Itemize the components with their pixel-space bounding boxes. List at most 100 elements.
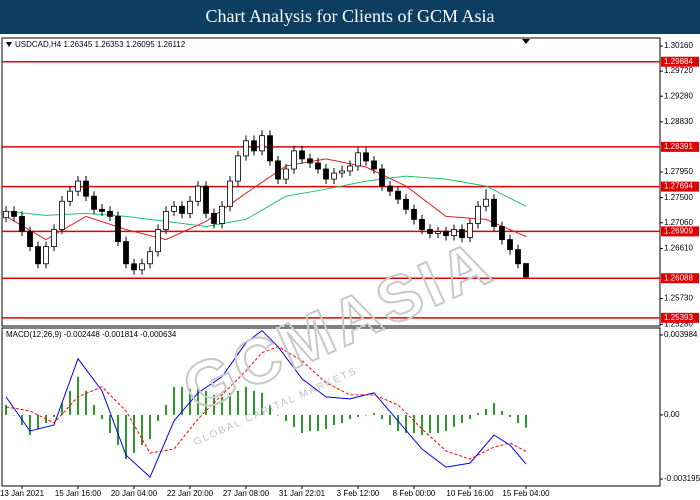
- macd-histogram-bar: [373, 412, 375, 415]
- level-label: 1.27694: [664, 182, 693, 191]
- macd-histogram-bar: [277, 414, 279, 416]
- macd-label: MACD(12,26,9) -0.002448 -0.001814 -0.000…: [6, 330, 177, 339]
- y-tick-label: 1.26610: [664, 244, 693, 253]
- y-tick-label: 1.27950: [664, 167, 693, 176]
- macd-histogram-bar: [477, 412, 479, 415]
- level-label: 1.28391: [664, 142, 693, 151]
- macd-histogram-bar: [125, 414, 127, 460]
- candle-body: [75, 180, 81, 192]
- symbol-arrow: [6, 42, 12, 47]
- macd-y-tick-label: 0.003984: [664, 330, 698, 339]
- candle-body: [91, 195, 97, 210]
- candle-body: [35, 246, 41, 265]
- macd-main-line: [5, 329, 527, 479]
- level-label-box: [661, 181, 699, 192]
- candle-body: [259, 135, 265, 152]
- candle-body: [67, 190, 73, 202]
- level-label-box: [661, 226, 699, 237]
- macd-histogram-bar: [381, 414, 383, 419]
- macd-histogram-bar: [325, 414, 327, 429]
- x-tick-label: 8 Feb 00:00: [393, 489, 436, 498]
- macd-histogram-bar: [61, 402, 63, 415]
- macd-histogram-bar: [157, 414, 159, 421]
- macd-histogram-bar: [293, 414, 295, 427]
- candle-body: [435, 231, 441, 234]
- macd-histogram-bar: [229, 392, 231, 415]
- candle-body: [467, 223, 473, 238]
- macd-histogram-bar: [29, 414, 31, 436]
- macd-histogram-bar: [405, 414, 407, 433]
- candle-body: [387, 185, 393, 192]
- moving-average: [5, 158, 527, 241]
- x-tick-label: 27 Jan 08:00: [223, 489, 270, 498]
- level-label: 1.26088: [664, 273, 693, 282]
- y-tick-label: 1.30160: [664, 41, 693, 50]
- x-tick-label: 31 Jan 22:01: [279, 489, 326, 498]
- candle-body: [187, 200, 193, 214]
- macd-histogram-bar: [133, 414, 135, 454]
- candle-body: [195, 185, 201, 202]
- macd-histogram-bar: [13, 414, 15, 416]
- candle-body: [43, 246, 49, 265]
- x-tick-label: 22 Jan 20:00: [167, 489, 214, 498]
- macd-histogram-bar: [93, 404, 95, 415]
- y-tick-label: 1.29720: [664, 66, 693, 75]
- macd-histogram-bar: [261, 392, 263, 415]
- y-tick-label: 1.27060: [664, 218, 693, 227]
- macd-histogram-bar: [397, 414, 399, 431]
- macd-histogram-bar: [357, 414, 359, 417]
- candle-body: [211, 212, 217, 224]
- candle-body: [307, 158, 313, 164]
- macd-histogram-bar: [437, 414, 439, 433]
- macd-histogram-bar: [517, 414, 519, 423]
- candle-body: [243, 140, 249, 157]
- macd-histogram-bar: [485, 408, 487, 415]
- macd-histogram-bar: [509, 414, 511, 417]
- level-label-box: [661, 141, 699, 152]
- macd-histogram-bar: [101, 414, 103, 419]
- candle-body: [451, 229, 457, 236]
- x-tick-label: 3 Feb 12:00: [337, 489, 380, 498]
- macd-y-tick-label: -0.003195: [664, 474, 700, 483]
- macd-histogram-bar: [85, 390, 87, 415]
- macd-histogram-bar: [461, 414, 463, 423]
- candle-body: [11, 210, 17, 217]
- macd-histogram-bar: [197, 388, 199, 415]
- candle-body: [275, 160, 281, 180]
- candle-body: [499, 226, 505, 241]
- candle-body: [347, 165, 353, 172]
- candle-body: [235, 155, 241, 182]
- chart-title: Chart Analysis for Clients of GCM Asia: [206, 6, 495, 26]
- moving-average: [5, 175, 527, 227]
- candle-body: [363, 152, 369, 162]
- candle-body: [491, 198, 497, 227]
- macd-histogram-bar: [165, 404, 167, 415]
- y-tick-label: 1.28830: [664, 117, 693, 126]
- candle-body: [163, 210, 169, 230]
- y-tick-label: 1.25280: [664, 319, 693, 328]
- macd-histogram-bar: [69, 390, 71, 415]
- macd-histogram-bar: [501, 410, 503, 415]
- candle-body: [475, 205, 481, 224]
- chart-header: USDCAD,H4 1.26345 1.26353 1.26095 1.2611…: [15, 40, 186, 49]
- candle-body: [59, 200, 65, 230]
- macd-histogram-bar: [269, 404, 271, 415]
- candle-body: [515, 249, 521, 265]
- macd-histogram-bar: [221, 396, 223, 415]
- macd-signal-line: [5, 346, 527, 460]
- candle-body: [19, 215, 25, 232]
- current-bar-marker: [522, 39, 530, 44]
- level-label-box: [661, 56, 699, 67]
- macd-histogram-bar: [205, 390, 207, 415]
- macd-histogram-bar: [429, 414, 431, 433]
- candle-body: [331, 172, 337, 180]
- x-tick-label: 10 Feb 16:00: [446, 489, 494, 498]
- candle-body: [291, 150, 297, 170]
- candle-body: [355, 152, 361, 167]
- candle-body: [443, 231, 449, 236]
- x-tick-label: 15 Jan 16:00: [55, 489, 102, 498]
- candle-body: [139, 263, 145, 271]
- macd-histogram-bar: [77, 376, 79, 415]
- level-label: 1.29884: [664, 57, 693, 66]
